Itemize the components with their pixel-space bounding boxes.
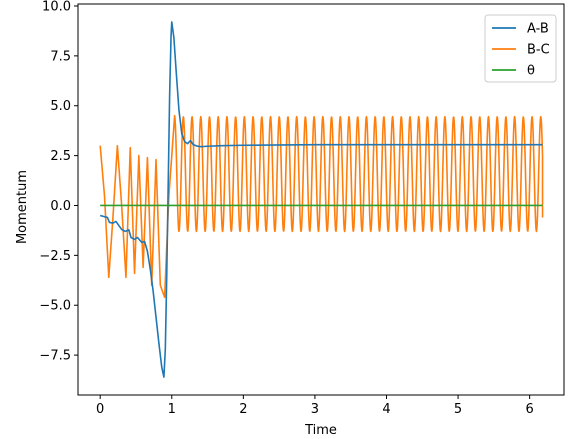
plot-frame: [77, 3, 565, 396]
legend-label: B-C: [527, 43, 550, 58]
axes: [77, 3, 565, 396]
x-tick-label: 4: [382, 402, 390, 417]
x-tick-label: 6: [526, 402, 534, 417]
x-tick-label: 3: [311, 402, 319, 417]
y-tick-label: −7.5: [39, 349, 71, 364]
x-tick-label: 1: [168, 402, 176, 417]
ticks: 0 1 2 3 4 5 6 −7.5 −5.0 −2.5 0.0 2.5 5.0 7.5 10.0: [39, 0, 533, 417]
y-tick-label: 5.0: [50, 99, 71, 114]
y-tick-label: 10.0: [42, 0, 71, 14]
y-axis-label: Momentum: [15, 170, 30, 244]
y-tick-label: −2.5: [39, 249, 71, 264]
plot-area: [99, 21, 544, 378]
y-tick-label: 0.0: [50, 199, 71, 214]
legend-label: A-B: [527, 22, 549, 37]
x-tick-label: 2: [239, 402, 247, 417]
legend: A-B B-C θ: [484, 14, 557, 83]
series-line-a-b: [99, 21, 543, 378]
x-tick-label: 0: [96, 402, 104, 417]
y-tick-label: −5.0: [39, 299, 71, 314]
legend-label: θ: [527, 64, 535, 79]
y-tick-label: 2.5: [50, 149, 71, 164]
x-tick-label: 5: [454, 402, 462, 417]
x-axis-label: Time: [304, 423, 337, 438]
series-line-b-c: [99, 114, 544, 299]
legend-box: [484, 14, 557, 83]
y-tick-label: 7.5: [50, 49, 71, 64]
